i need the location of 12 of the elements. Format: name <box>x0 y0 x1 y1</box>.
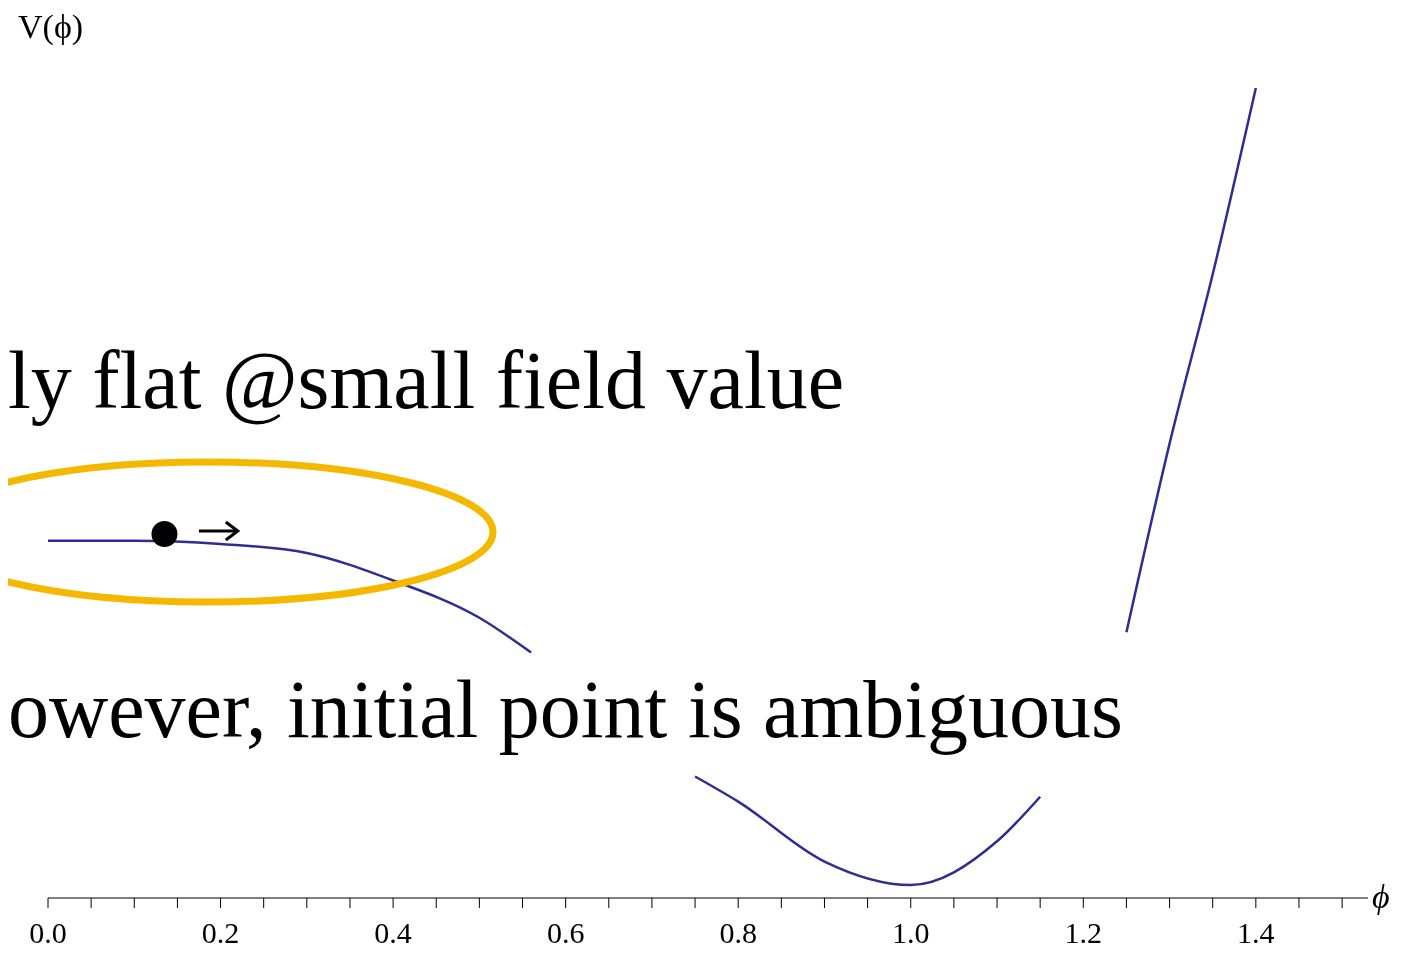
x-tick-label: 0.8 <box>719 916 757 950</box>
x-tick-label: 1.4 <box>1237 916 1275 950</box>
x-axis-title: ϕ <box>1372 878 1390 916</box>
annotation: ly flat @small field value <box>8 316 968 446</box>
x-tick-label: 0.0 <box>29 916 67 950</box>
annotation: owever, initial point is ambiguous <box>8 660 1353 760</box>
x-tick-label: 0.4 <box>374 916 412 950</box>
x-tick-label: 1.0 <box>892 916 930 950</box>
y-axis-title: V(ϕ) <box>18 8 84 46</box>
x-tick-label: 0.6 <box>546 916 585 950</box>
x-tick-label: 0.2 <box>201 916 240 950</box>
x-tick-label: 1.2 <box>1064 916 1103 950</box>
